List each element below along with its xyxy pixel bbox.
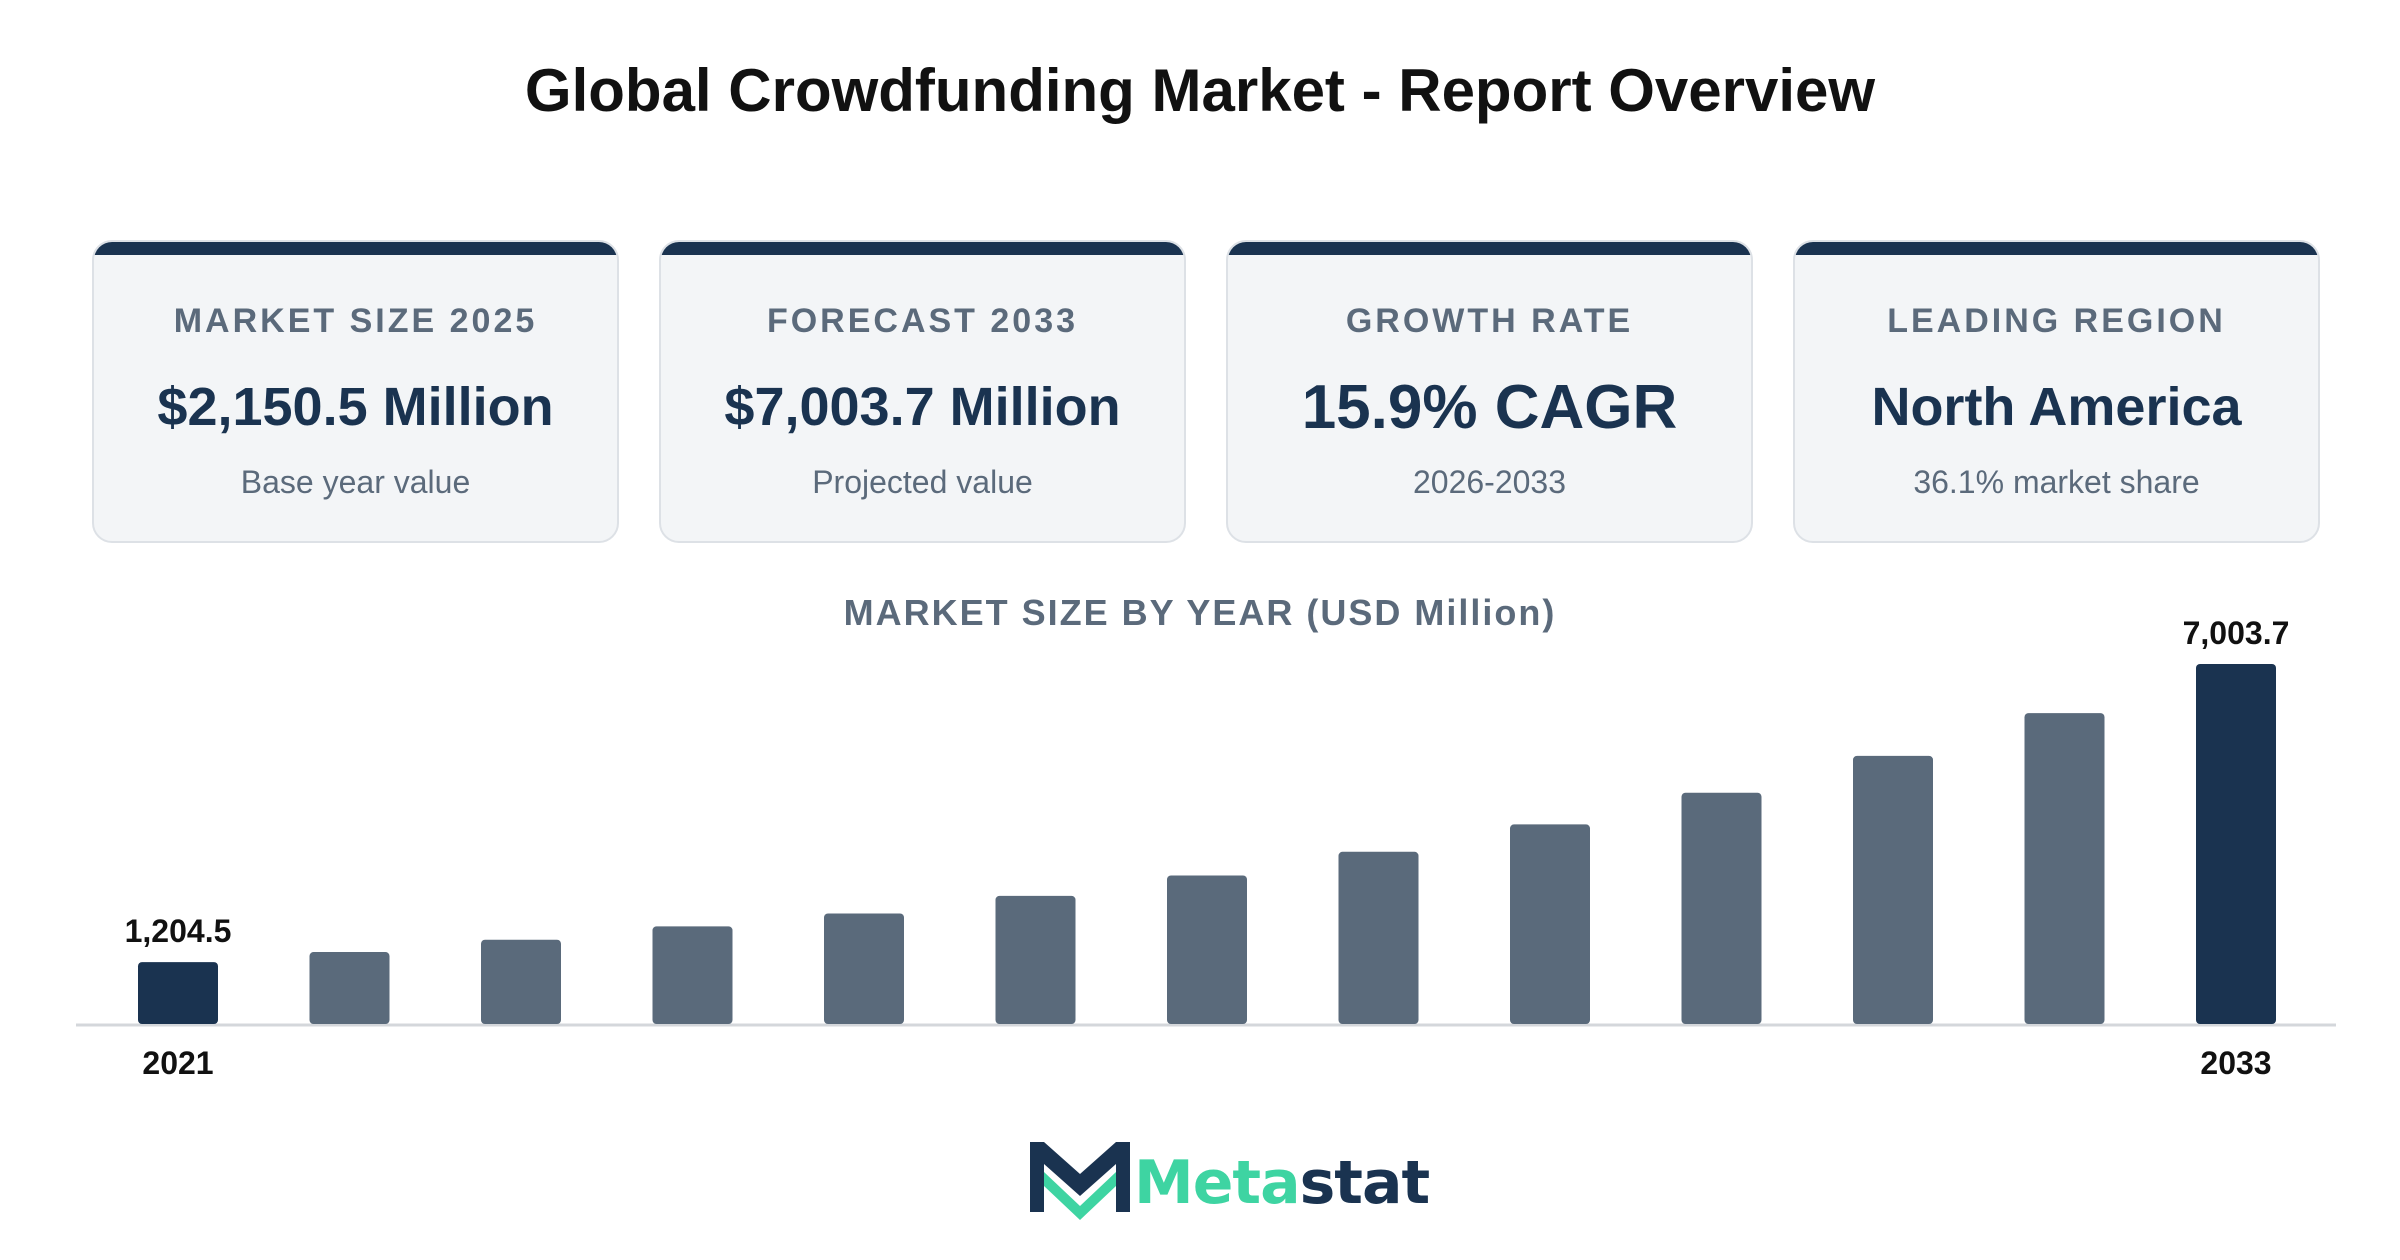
bar-2026 [995,895,1076,1024]
logo-text-meta: Meta [1134,1148,1301,1218]
chart-title: MARKET SIZE BY YEAR (USD Million) [843,592,1557,633]
card-forecast: FORECAST 2033 $7,003.7 Million Projected… [659,240,1186,543]
bar-2028 [1338,851,1419,1024]
card-accent-bar [1228,242,1751,255]
bar-2029 [1510,824,1590,1024]
bar-2023 [481,939,561,1024]
card-leading-region: LEADING REGION North America 36.1% marke… [1793,240,2320,543]
card-label: FORECAST 2033 [766,302,1079,340]
card-value: 15.9% CAGR [1301,373,1678,442]
bar-2027 [1167,875,1247,1024]
bar-2022 [309,952,390,1024]
page-title: Global Crowdfunding Market - Report Over… [524,57,1876,124]
card-accent-bar [94,242,617,255]
bar-2033 [2196,664,2276,1024]
logo-text-stat: stat [1299,1148,1431,1218]
card-subtitle: Projected value [812,464,1033,500]
card-value: North America [1871,377,2242,437]
card-value: $7,003.7 Million [724,377,1121,437]
card-label: GROWTH RATE [1345,302,1634,340]
bar-2030 [1681,792,1762,1024]
x-tick-label-2033: 2033 [2200,1045,2271,1081]
bar-2031 [1853,755,1933,1024]
card-accent-bar [661,242,1184,255]
bar-2024 [652,926,733,1024]
card-subtitle: 36.1% market share [1913,464,2200,500]
card-label: LEADING REGION [1887,302,2226,340]
metastat-logo-icon [1030,1142,1130,1220]
card-accent-bar [1795,242,2318,255]
bar-2021 [138,962,218,1024]
summary-cards: MARKET SIZE 2025 $2,150.5 Million Base y… [92,240,2320,543]
metastat-logo: Metastat [1030,1140,1430,1220]
bar-value-label-2033: 7,003.7 [2183,615,2290,651]
bar-value-label-2021: 1,204.5 [125,913,232,949]
card-label: MARKET SIZE 2025 [173,302,538,340]
x-tick-label-2021: 2021 [142,1045,213,1081]
card-subtitle: Base year value [240,464,471,500]
bar-2025 [824,913,904,1024]
bar-2032 [2024,713,2105,1024]
card-subtitle: 2026-2033 [1412,464,1567,500]
card-growth-rate: GROWTH RATE 15.9% CAGR 2026-2033 [1226,240,1753,543]
card-market-size: MARKET SIZE 2025 $2,150.5 Million Base y… [92,240,619,543]
card-value: $2,150.5 Million [157,377,554,437]
metastat-logo-text: Metastat [1134,1148,1431,1218]
